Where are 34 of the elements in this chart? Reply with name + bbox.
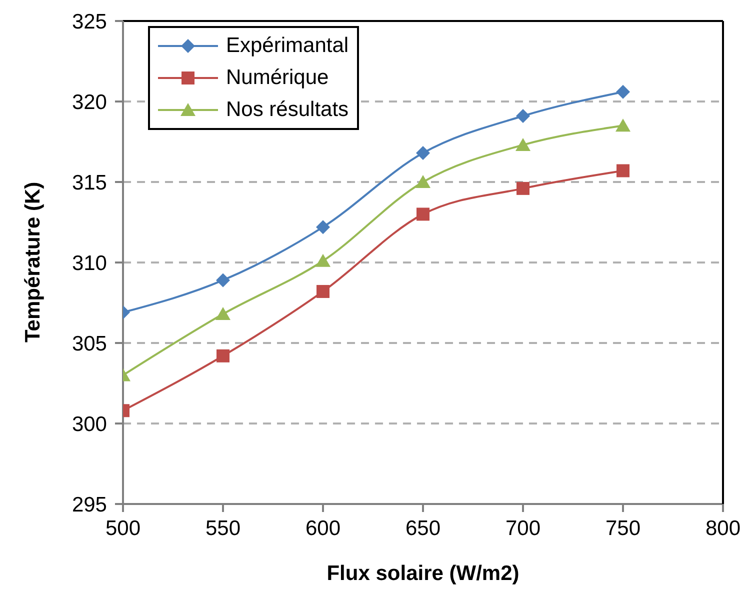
point xyxy=(416,175,430,188)
point xyxy=(416,208,430,221)
x-axis-title: Flux solaire (W/m2) xyxy=(326,562,520,585)
point xyxy=(516,182,530,195)
y-tick-label: 310 xyxy=(72,252,107,275)
x-tick-label: 500 xyxy=(105,516,141,540)
y-tick-label: 325 xyxy=(72,10,107,34)
y-tick-label: 300 xyxy=(72,412,107,436)
legend-label: Nos résultats xyxy=(226,98,349,122)
point xyxy=(516,138,530,151)
point xyxy=(516,108,530,123)
y-tick-label: 320 xyxy=(72,90,107,114)
y-tick-label: 295 xyxy=(72,493,107,516)
legend-label: Numérique xyxy=(226,66,329,90)
x-tick-label: 650 xyxy=(405,516,441,540)
y-tick-label: 315 xyxy=(72,171,107,194)
point xyxy=(216,349,230,362)
point xyxy=(316,284,330,298)
x-tick-label: 800 xyxy=(705,516,741,540)
y-tick-label: 305 xyxy=(72,332,107,356)
y-axis-title: Température (K) xyxy=(21,182,44,342)
x-tick-label: 550 xyxy=(205,516,241,540)
point xyxy=(616,84,630,99)
point xyxy=(316,254,330,267)
point xyxy=(616,164,630,178)
x-tick-label: 700 xyxy=(505,516,541,540)
x-tick-label: 600 xyxy=(305,516,341,540)
point xyxy=(616,118,630,132)
point xyxy=(216,307,230,320)
x-tick-label: 750 xyxy=(605,516,641,540)
point xyxy=(316,220,330,234)
point xyxy=(416,146,430,160)
legend-label: Expérimantal xyxy=(226,34,349,58)
point xyxy=(216,273,230,288)
